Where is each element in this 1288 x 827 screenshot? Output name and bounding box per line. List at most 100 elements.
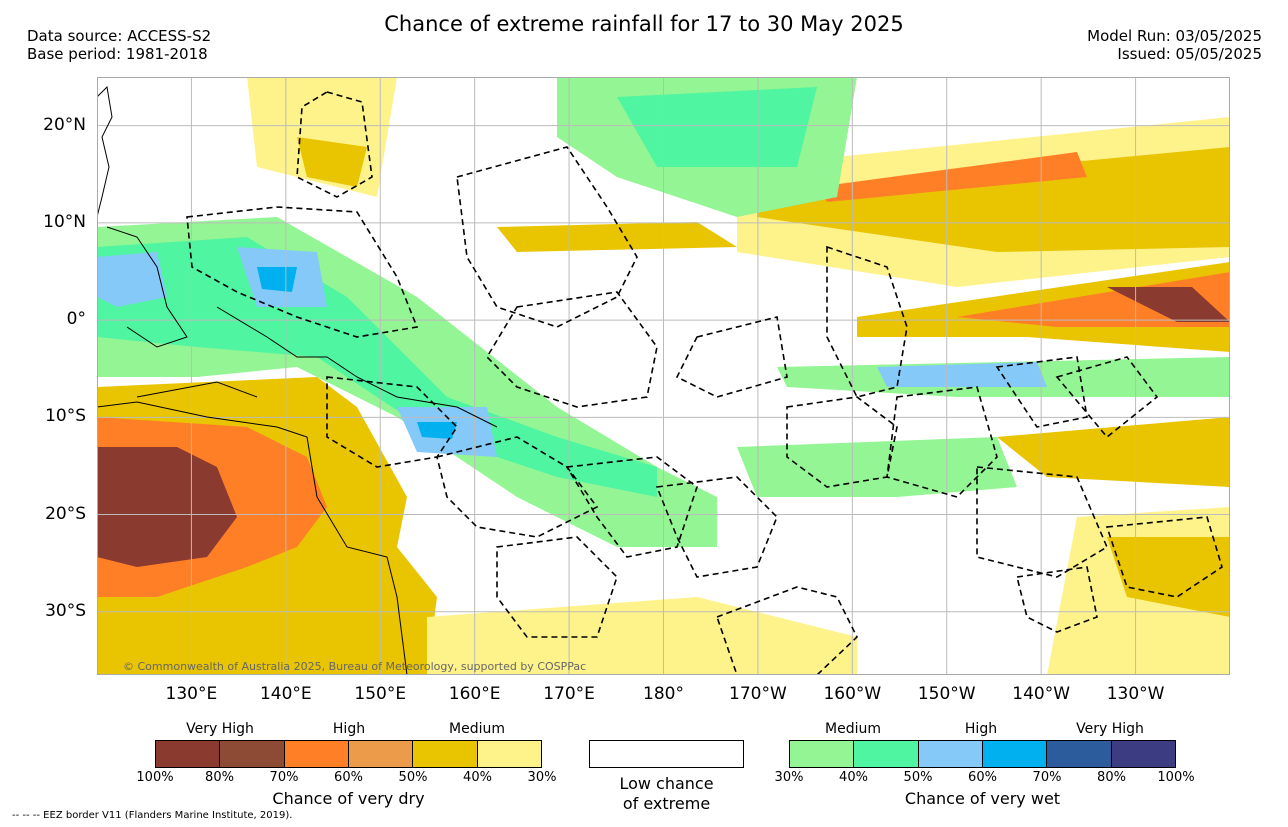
eez-borders	[186, 91, 1223, 675]
eez-border-solomons	[436, 436, 599, 538]
eez-border-guam	[296, 91, 373, 198]
latitude-label: 0°	[66, 309, 86, 330]
data-source-text: Data source: ACCESS-S2 Base period: 1981…	[27, 27, 211, 63]
western-pacific-medium-wet	[97, 237, 657, 497]
wet-tick-label: 40%	[839, 770, 868, 785]
central-dry-patch	[497, 222, 737, 252]
longitude-label: 170°W	[729, 684, 787, 704]
longitude-label: 140°E	[259, 684, 312, 704]
dry-tick-label: 50%	[398, 770, 428, 785]
central-south-wet	[737, 437, 1017, 497]
wet-color-swatch	[790, 741, 855, 767]
model-run-text: Model Run: 03/05/2025 Issued: 05/05/2025	[1087, 27, 1262, 63]
eez-border-tonga-south	[715, 586, 858, 675]
dry-colorbar	[155, 740, 542, 768]
wet-high-patch-1	[97, 252, 167, 307]
longitude-label: 150°E	[354, 684, 407, 704]
eez-border-vanuatu	[565, 456, 698, 558]
wet-color-swatch	[918, 741, 983, 767]
eez-border-palau-fsm	[186, 206, 419, 338]
dry-tick-label: 60%	[334, 770, 363, 785]
longitude-label: 130°E	[165, 684, 218, 704]
dry-color-swatch	[220, 741, 285, 767]
north-pacific-medium-dry	[757, 147, 1230, 252]
dry-tick-label: 70%	[269, 770, 299, 785]
north-pacific-high-dry-band	[817, 152, 1087, 202]
wet-color-swatch	[854, 741, 919, 767]
longitude-label: 180°	[643, 684, 684, 704]
dry-tick-label: 40%	[463, 770, 492, 785]
wet-color-swatch	[1047, 741, 1112, 767]
wet-colorbar	[789, 740, 1176, 768]
dry-category-high: High	[332, 721, 366, 737]
wet-very-high-patch-2	[417, 422, 457, 439]
wet-category-very-high: Very High	[1076, 721, 1144, 737]
data-source-line: Data source: ACCESS-S2	[27, 27, 212, 45]
land-outlines	[97, 85, 498, 675]
eez-border-marquesas	[995, 356, 1088, 428]
dry-legend-label: Chance of very dry	[272, 789, 425, 808]
latitude-label: 10°N	[43, 211, 86, 232]
australia-outline	[97, 401, 408, 675]
longitude-label: 160°W	[823, 684, 882, 704]
rainfall-map	[97, 77, 1230, 675]
wet-category-medium: Medium	[825, 721, 881, 737]
australia-very-high-dry	[97, 447, 237, 567]
eez-border-east	[1055, 356, 1159, 439]
eez-border-cook-islands	[886, 386, 998, 498]
eez-border-new-caledonia	[496, 536, 618, 638]
wet-tick-label: 50%	[903, 770, 933, 785]
model-run-line: Model Run: 03/05/2025	[1087, 27, 1262, 45]
latitude-label: 20°S	[45, 503, 86, 524]
wet-tick-label: 70%	[1032, 770, 1062, 785]
dry-color-swatch	[156, 741, 221, 767]
latitude-label: 20°N	[43, 114, 86, 135]
dry-color-swatch	[284, 741, 349, 767]
longitude-label: 140°W	[1012, 684, 1071, 704]
eez-border-austral	[1016, 566, 1098, 633]
dry-color-swatch	[477, 741, 541, 767]
base-period-line: Base period: 1981-2018	[27, 45, 208, 63]
dry-category-medium: Medium	[449, 721, 505, 737]
latitude-label: 10°S	[45, 406, 86, 427]
dry-color-swatch	[413, 741, 478, 767]
eez-border-french-polynesia-west	[976, 466, 1109, 578]
map-frame	[97, 77, 1230, 675]
longitude-label: 170°E	[543, 684, 595, 704]
wet-very-high-patch-1	[257, 267, 297, 292]
wet-tick-label: 80%	[1097, 770, 1126, 785]
low-chance-box	[589, 740, 744, 768]
eez-border-pitcairn	[1105, 516, 1223, 598]
dry-color-swatch	[348, 741, 414, 767]
dry-tick-label: 100%	[136, 770, 174, 785]
wet-tick-label: 30%	[774, 770, 804, 785]
wet-color-swatch	[1111, 741, 1175, 767]
issued-line: Issued: 05/05/2025	[1117, 45, 1262, 63]
eez-note: -- -- -- EEZ border V11 (Flanders Marine…	[12, 810, 293, 821]
longitude-label: 150°W	[917, 684, 976, 704]
northwest-medium-dry	[297, 137, 367, 187]
new-guinea-outline	[216, 306, 498, 428]
wet-color-swatch	[982, 741, 1048, 767]
southeast-pacific-medium-dry	[1107, 537, 1230, 617]
latitude-label: 30°S	[45, 600, 86, 621]
map-title: Chance of extreme rainfall for 17 to 30 …	[384, 12, 904, 36]
equatorial-very-high-dry	[1107, 287, 1230, 322]
low-chance-label: Low chance of extreme	[589, 774, 744, 814]
north-medium-wet	[617, 87, 817, 167]
dry-regions	[97, 77, 1230, 675]
southern-pacific-dry	[997, 417, 1230, 487]
low-chance-line1: Low chance	[619, 774, 714, 793]
dry-tick-label: 80%	[205, 770, 234, 785]
eez-border-fiji	[655, 476, 778, 578]
dry-tick-label: 30%	[527, 770, 557, 785]
indonesia-outline	[136, 381, 258, 398]
south-dry-band	[427, 597, 857, 675]
philippines-outline	[106, 226, 188, 348]
asia-coastline	[97, 85, 113, 218]
eez-border-kiribati-west	[485, 291, 658, 408]
wet-tick-label: 100%	[1157, 770, 1195, 785]
copyright-text: © Commonwealth of Australia 2025, Bureau…	[123, 660, 587, 673]
longitude-label: 160°E	[448, 684, 501, 704]
longitude-label: 130°W	[1106, 684, 1165, 704]
